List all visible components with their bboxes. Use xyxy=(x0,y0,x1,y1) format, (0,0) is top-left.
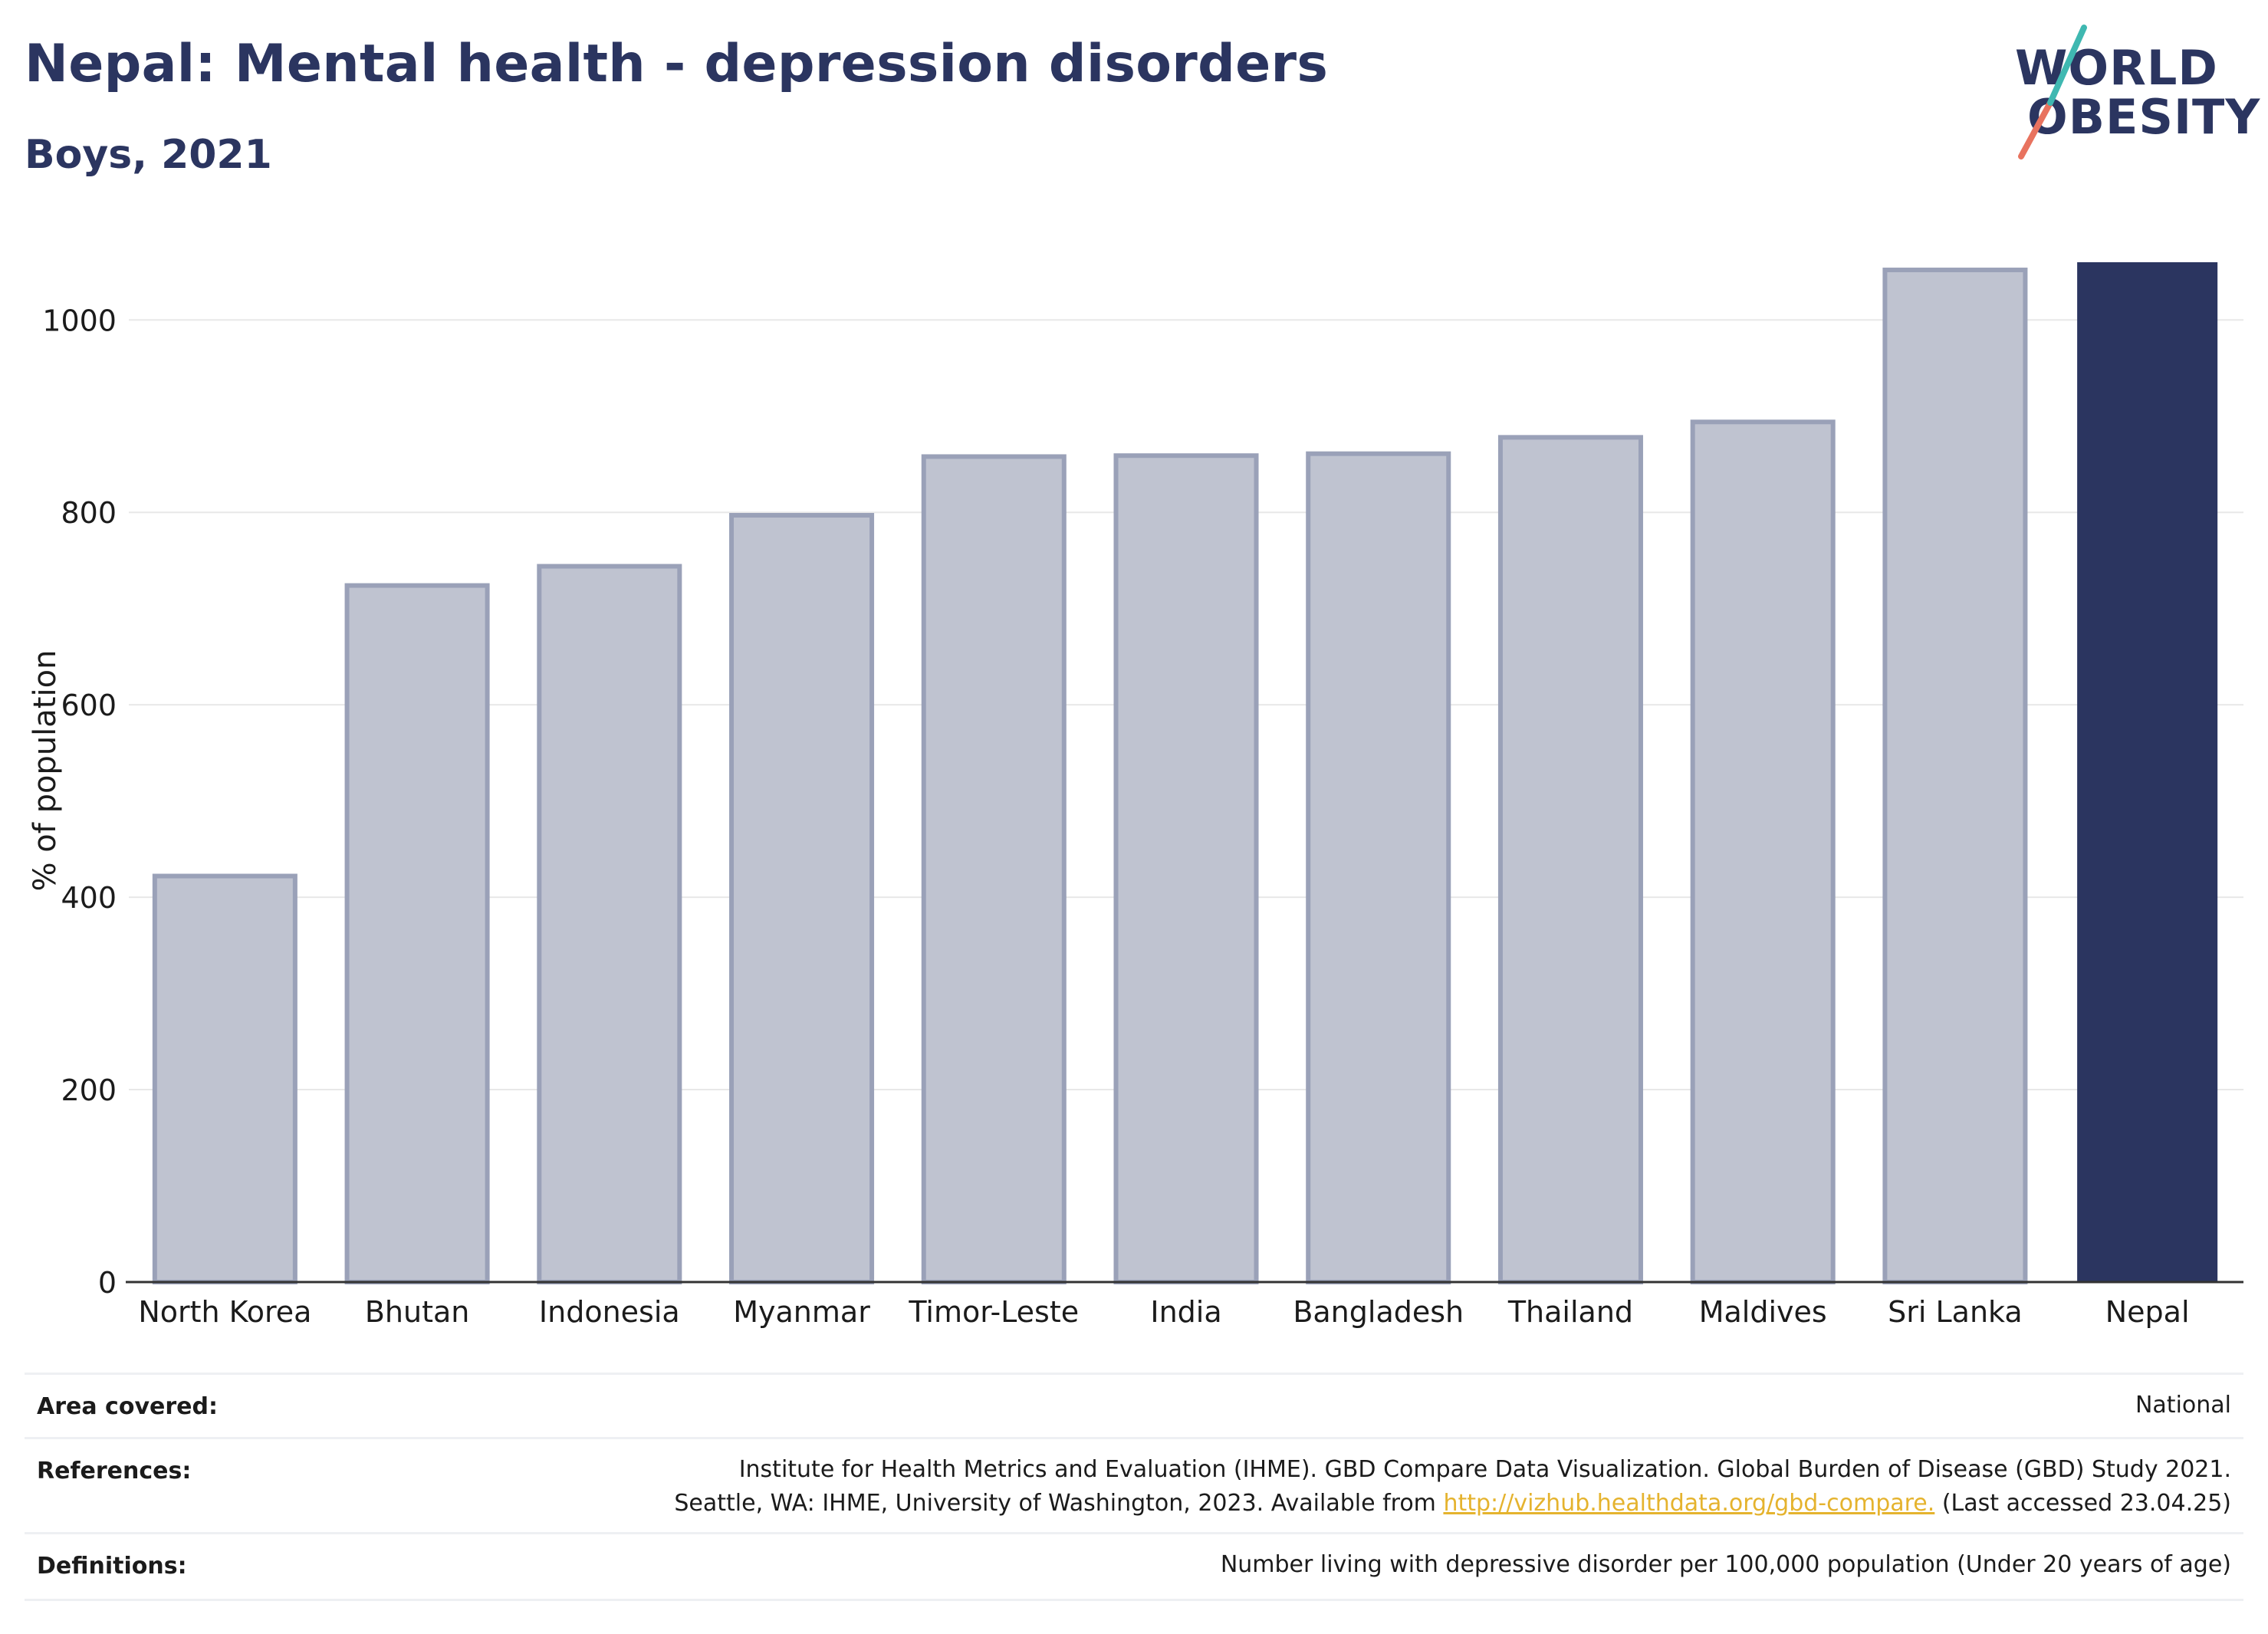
bar-myanmar xyxy=(729,512,875,1285)
y-tick-label: 1000 xyxy=(42,304,117,337)
world-obesity-logo: WORLD OBESITY xyxy=(2007,23,2260,161)
x-tick-label: Maldives xyxy=(1699,1295,1827,1329)
bar-chart: 0 200 400 600 800 1000 North Korea Bhutan Indone… xyxy=(28,262,2243,1329)
definitions-label: Definitions: xyxy=(37,1553,187,1580)
references-accessed-text: (Last accessed 23.04.25) xyxy=(1934,1490,2231,1517)
y-axis-label: % of population xyxy=(28,650,63,892)
y-tick-label: 200 xyxy=(61,1073,117,1107)
references-label: References: xyxy=(37,1458,192,1484)
logo-slash-icon xyxy=(2018,25,2087,159)
references-line-2: Seattle, WA: IHME, University of Washing… xyxy=(674,1487,2231,1521)
y-tick-label: 800 xyxy=(61,496,117,530)
references-line-1: Institute for Health Metrics and Evaluat… xyxy=(738,1456,2231,1483)
x-tick-label: Bhutan xyxy=(365,1295,470,1329)
x-tick-label: Nepal xyxy=(2105,1295,2190,1329)
chart-subtitle: Boys, 2021 xyxy=(25,132,272,178)
definitions-row: Definitions: Number living with depressi… xyxy=(25,1532,2243,1601)
bar-thailand xyxy=(1497,435,1643,1284)
references-row: References: Institute for Health Metrics… xyxy=(25,1437,2243,1534)
bar-north-korea xyxy=(152,873,297,1284)
x-tick-label: Thailand xyxy=(1507,1295,1633,1329)
bar-bangladesh xyxy=(1306,451,1451,1284)
y-tick-label: 0 xyxy=(98,1266,117,1300)
area-covered-value: National xyxy=(2135,1392,2231,1419)
references-line-2-text: Seattle, WA: IHME, University of Washing… xyxy=(674,1490,1444,1517)
x-tick-label: Indonesia xyxy=(539,1295,680,1329)
logo-line-2: OBESITY xyxy=(2027,89,2261,145)
chart-title: Nepal: Mental health - depression disord… xyxy=(25,34,1329,94)
bar-maldives xyxy=(1690,419,1836,1285)
bar-nepal xyxy=(2077,262,2218,1282)
bar-timor-leste xyxy=(921,454,1067,1284)
bar-sri-lanka xyxy=(1882,268,2028,1285)
references-link[interactable]: http://vizhub.healthdata.org/gbd-compare… xyxy=(1443,1490,1935,1517)
references-value: Institute for Health Metrics and Evaluat… xyxy=(674,1453,2231,1521)
x-tick-label: Sri Lanka xyxy=(1888,1295,2023,1329)
x-tick-label: Myanmar xyxy=(733,1295,870,1329)
x-tick-label: North Korea xyxy=(138,1295,311,1329)
bars xyxy=(152,262,2218,1285)
x-tick-label: Timor-Leste xyxy=(908,1295,1079,1329)
logo-line-1: WORLD xyxy=(2015,40,2218,96)
x-tick-label: India xyxy=(1150,1295,1221,1329)
area-covered-label: Area covered: xyxy=(37,1393,218,1420)
y-tick-label: 400 xyxy=(61,881,117,915)
definitions-value: Number living with depressive disorder p… xyxy=(1220,1551,2231,1578)
y-tick-label: 600 xyxy=(61,689,117,722)
bar-indonesia xyxy=(537,564,682,1285)
axes: 0 200 400 600 800 1000 North Korea Bhutan Indone… xyxy=(42,304,2243,1329)
area-covered-row: Area covered: National xyxy=(25,1373,2243,1439)
x-tick-label: Bangladesh xyxy=(1293,1295,1464,1329)
bar-india xyxy=(1113,453,1259,1284)
bar-bhutan xyxy=(344,583,490,1284)
